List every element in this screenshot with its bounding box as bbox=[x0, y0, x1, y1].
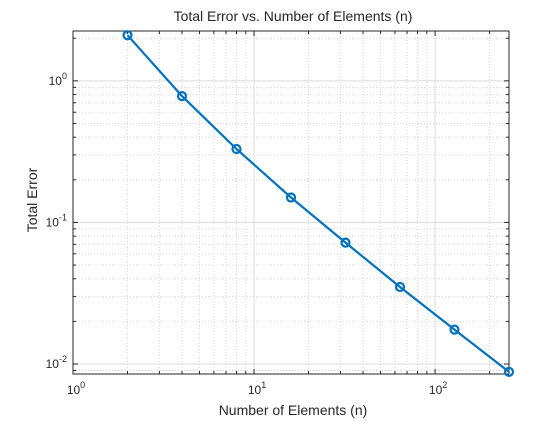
y-tick-label: 10-1 bbox=[46, 212, 67, 229]
tick-marks bbox=[72, 31, 509, 374]
data-point bbox=[503, 366, 515, 377]
data-point bbox=[449, 324, 460, 335]
data-point bbox=[176, 91, 188, 102]
x-tick-label: 100 bbox=[67, 380, 85, 397]
x-tick-labels: 100 101 102 bbox=[67, 380, 447, 397]
y-tick-label-exponent: -2 bbox=[59, 354, 67, 364]
y-tick-label-exponent: -1 bbox=[59, 212, 67, 222]
x-tick-label: 102 bbox=[429, 380, 447, 397]
data-point bbox=[122, 30, 133, 41]
x-tick-label-base: 10 bbox=[248, 383, 262, 397]
y-axis-label: Total Error bbox=[24, 167, 40, 232]
x-tick-label-base: 10 bbox=[67, 383, 81, 397]
grid bbox=[72, 31, 509, 374]
data-point bbox=[394, 281, 406, 293]
y-tick-label: 10-2 bbox=[46, 354, 67, 371]
y-tick-label-base: 10 bbox=[49, 74, 63, 88]
y-tick-label-exponent: 0 bbox=[62, 71, 67, 81]
x-axis-label: Number of Elements (n) bbox=[219, 402, 368, 418]
x-tick-label-exponent: 2 bbox=[442, 380, 447, 390]
series bbox=[122, 30, 515, 377]
data-point bbox=[340, 237, 351, 248]
chart-title: Total Error vs. Number of Elements (n) bbox=[174, 8, 413, 24]
x-tick-label-exponent: 0 bbox=[80, 380, 85, 390]
x-tick-label-base: 10 bbox=[429, 383, 443, 397]
x-tick-label-exponent: 1 bbox=[261, 380, 266, 390]
series-line bbox=[126, 34, 510, 373]
y-tick-label-base: 10 bbox=[46, 357, 60, 371]
data-point bbox=[285, 192, 297, 203]
y-tick-label-base: 10 bbox=[46, 215, 60, 229]
axes-box bbox=[72, 30, 510, 375]
y-tick-label: 100 bbox=[49, 71, 67, 88]
x-tick-label: 101 bbox=[248, 380, 266, 397]
data-point bbox=[231, 143, 242, 155]
